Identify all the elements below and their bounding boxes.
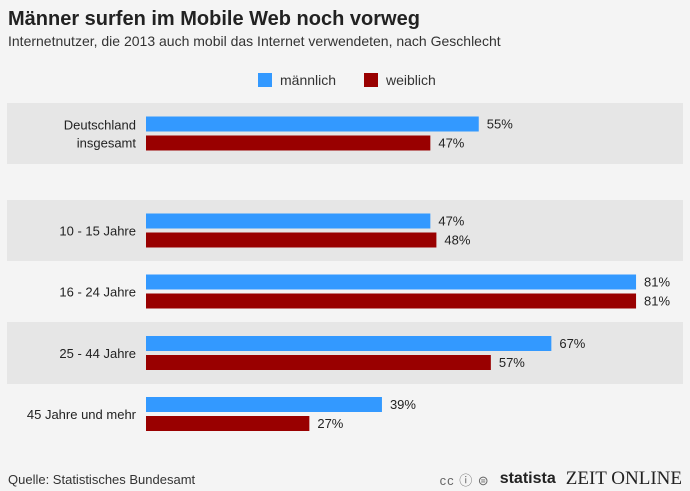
category-band — [7, 200, 683, 261]
bar-female — [146, 355, 491, 370]
category-label: Deutschland insgesamt — [64, 118, 137, 151]
creative-commons-icon: cc ⓘ ⊜ — [439, 472, 490, 488]
bar-female — [146, 232, 437, 248]
category-label: 45 Jahre und mehr — [27, 407, 137, 422]
data-label: 81% — [644, 275, 670, 290]
category-band — [7, 322, 683, 384]
bar-male — [146, 116, 479, 132]
bar-male — [146, 336, 552, 351]
data-label: 39% — [390, 397, 416, 412]
category-label: 25 - 44 Jahre — [59, 346, 136, 361]
legend-male: männlich — [258, 72, 336, 88]
logos: cc ⓘ ⊜ statista ZEIT ONLINE — [440, 468, 682, 490]
data-label: 55% — [487, 117, 513, 132]
data-label: 48% — [444, 233, 470, 248]
bar-female — [146, 135, 431, 151]
statista-logo: statista — [499, 470, 556, 487]
bar-female — [146, 416, 310, 431]
chart-subtitle: Internetnutzer, die 2013 auch mobil das … — [8, 33, 501, 49]
category-label: 10 - 15 Jahre — [59, 224, 136, 239]
chart-title: Männer surfen im Mobile Web noch vorweg — [8, 8, 420, 30]
legend-swatch-male — [258, 73, 272, 87]
data-label: 57% — [499, 355, 525, 370]
legend-female: weiblich — [364, 72, 436, 88]
bar-male — [146, 213, 431, 229]
legend-label-female: weiblich — [386, 72, 436, 88]
category-label: 16 - 24 Jahre — [59, 285, 136, 300]
bar-male — [146, 274, 637, 290]
category-band — [7, 103, 683, 164]
bar-female — [146, 293, 637, 309]
data-label: 67% — [559, 336, 585, 351]
bar-male — [146, 397, 382, 412]
data-label: 47% — [438, 214, 464, 229]
data-label: 47% — [438, 136, 464, 151]
data-label: 81% — [644, 294, 670, 309]
data-label: 27% — [317, 416, 343, 431]
legend-label-male: männlich — [280, 72, 337, 88]
zeit-online-logo: ZEIT ONLINE — [565, 468, 682, 489]
legend-swatch-female — [364, 73, 378, 87]
source-note: Quelle: Statistisches Bundesamt — [8, 472, 196, 487]
